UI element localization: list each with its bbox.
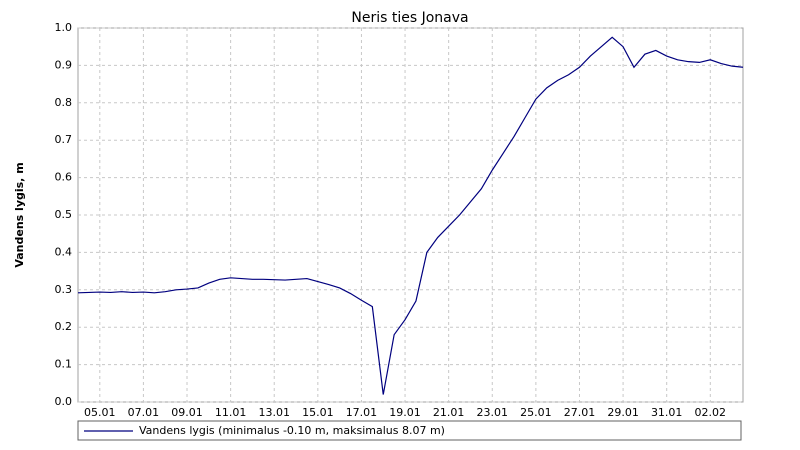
y-axis-label: Vandens lygis, m — [13, 162, 26, 267]
x-tick-label: 15.01 — [302, 406, 334, 419]
x-tick-label: 25.01 — [520, 406, 552, 419]
y-tick-label: 0.3 — [55, 283, 73, 296]
x-tick-label: 27.01 — [564, 406, 596, 419]
x-tick-label: 21.01 — [433, 406, 465, 419]
y-tick-label: 0.7 — [55, 133, 73, 146]
y-tick-label: 0.8 — [55, 96, 73, 109]
chart-title: Neris ties Jonava — [351, 10, 468, 26]
legend-label: Vandens lygis (minimalus -0.10 m, maksim… — [139, 424, 445, 437]
y-tick-label: 0.1 — [55, 358, 73, 371]
legend — [77, 420, 742, 441]
x-tick-label: 07.01 — [128, 406, 160, 419]
x-tick-label: 29.01 — [607, 406, 639, 419]
x-tick-label: 11.01 — [215, 406, 247, 419]
y-tick-label: 0.0 — [55, 395, 73, 408]
y-tick-label: 0.9 — [55, 58, 73, 71]
data-line — [77, 36, 744, 395]
y-tick-label: 0.4 — [55, 245, 73, 258]
x-tick-label: 02.02 — [695, 406, 727, 419]
x-tick-label: 05.01 — [84, 406, 116, 419]
y-tick-label: 1.0 — [55, 21, 73, 34]
x-tick-label: 13.01 — [258, 406, 290, 419]
y-tick-label: 0.6 — [55, 171, 73, 184]
x-tick-label: 23.01 — [477, 406, 509, 419]
x-tick-label: 09.01 — [171, 406, 203, 419]
y-tick-label: 0.5 — [55, 208, 73, 221]
x-tick-label: 17.01 — [346, 406, 378, 419]
y-tick-label: 0.2 — [55, 320, 73, 333]
x-tick-label: 19.01 — [389, 406, 421, 419]
x-tick-label: 31.01 — [651, 406, 683, 419]
